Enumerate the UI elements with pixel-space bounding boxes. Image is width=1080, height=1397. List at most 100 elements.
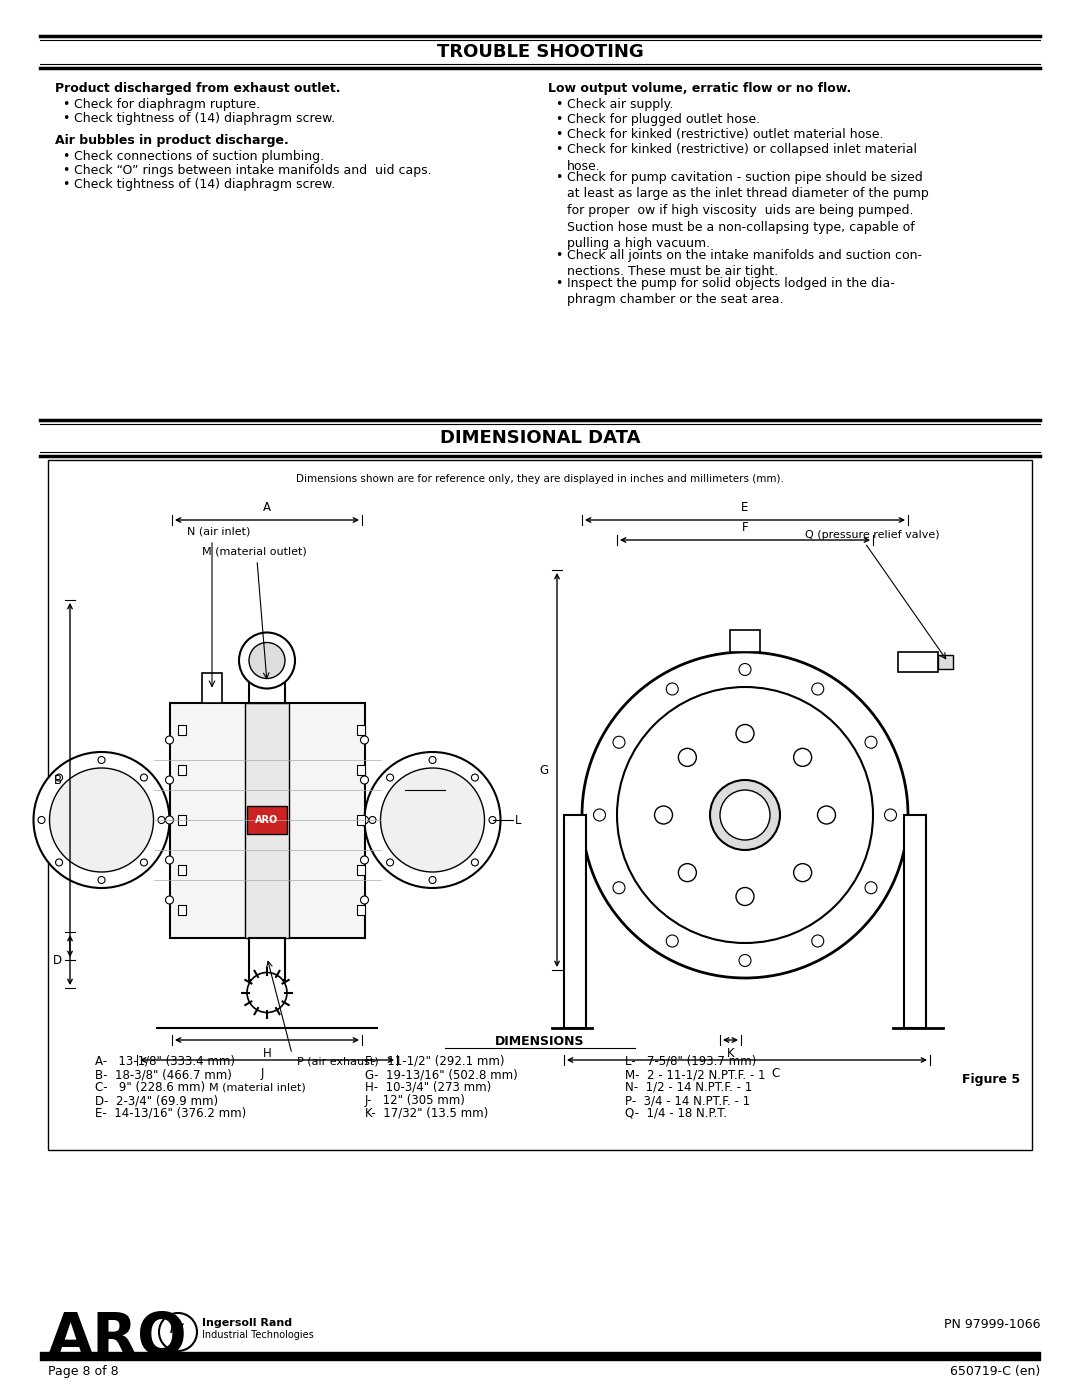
Circle shape [165,816,174,824]
Circle shape [739,664,751,676]
Text: •: • [62,163,69,177]
Circle shape [666,935,678,947]
Text: Inspect the pump for solid objects lodged in the dia-
phragm chamber or the seat: Inspect the pump for solid objects lodge… [567,277,894,306]
Text: Air bubbles in product discharge.: Air bubbles in product discharge. [55,134,288,147]
Text: Check tightness of (14) diaphragm screw.: Check tightness of (14) diaphragm screw. [75,177,335,191]
Text: TROUBLE SHOOTING: TROUBLE SHOOTING [436,43,644,61]
Text: A: A [264,502,271,514]
Text: D: D [53,954,62,967]
Text: A-   13-1/8" (333.4 mm): A- 13-1/8" (333.4 mm) [95,1055,235,1067]
Text: •: • [555,170,563,184]
Text: •: • [555,277,563,291]
Text: Q-  1/4 - 18 N.P.T.: Q- 1/4 - 18 N.P.T. [625,1106,727,1120]
Bar [897,652,939,672]
Circle shape [678,749,697,767]
Text: Dimensions shown are for reference only, they are displayed in inches and millim: Dimensions shown are for reference only,… [296,474,784,483]
Text: G-  19-13/16" (502.8 mm): G- 19-13/16" (502.8 mm) [365,1067,517,1081]
Bar [245,703,289,937]
Text: DIMENSIONS: DIMENSIONS [496,1035,584,1048]
Text: B-  18-3/8" (466.7 mm): B- 18-3/8" (466.7 mm) [95,1067,232,1081]
Circle shape [613,882,625,894]
Bar [356,905,365,915]
Circle shape [159,1313,197,1351]
Circle shape [98,757,105,764]
Circle shape [55,774,63,781]
Text: Industrial Technologies: Industrial Technologies [202,1330,314,1340]
Circle shape [472,774,478,781]
Circle shape [369,816,376,823]
Text: •: • [62,112,69,124]
Bar [356,725,365,735]
Text: G: G [540,764,549,777]
Circle shape [55,859,63,866]
Circle shape [865,882,877,894]
Text: N-  1/2 - 14 N.PT.F. - 1: N- 1/2 - 14 N.PT.F. - 1 [625,1081,753,1094]
Circle shape [165,895,174,904]
Text: P (air exhaust): P (air exhaust) [297,1058,379,1067]
Circle shape [885,809,896,821]
Bar [904,814,926,1028]
Bar [177,725,186,735]
Circle shape [165,856,174,863]
Circle shape [140,859,148,866]
Circle shape [33,752,170,888]
Circle shape [735,887,754,905]
Circle shape [865,736,877,749]
Text: •: • [62,98,69,110]
Circle shape [239,633,295,689]
Text: •: • [555,98,563,110]
Text: C: C [771,1067,779,1080]
Bar [356,865,365,875]
Text: Product discharged from exhaust outlet.: Product discharged from exhaust outlet. [55,82,340,95]
Circle shape [812,935,824,947]
Bar [177,905,186,915]
Text: H: H [262,1046,271,1060]
Text: Check for kinked (restrictive) or collapsed inlet material
hose.: Check for kinked (restrictive) or collap… [567,142,917,172]
Circle shape [582,652,908,978]
Text: L-   7-5/8" (193.7 mm): L- 7-5/8" (193.7 mm) [625,1055,756,1067]
Text: •: • [62,149,69,163]
Bar [730,630,760,652]
Text: Check connections of suction plumbing.: Check connections of suction plumbing. [75,149,324,163]
Text: DIMENSIONAL DATA: DIMENSIONAL DATA [440,429,640,447]
Text: E-  14-13/16" (376.2 mm): E- 14-13/16" (376.2 mm) [95,1106,246,1120]
Bar [48,460,1032,1150]
Circle shape [247,972,287,1013]
Circle shape [613,736,625,749]
Text: K: K [727,1046,734,1060]
Text: Check all joints on the intake manifolds and suction con-
nections. These must b: Check all joints on the intake manifolds… [567,249,922,278]
Circle shape [140,774,148,781]
Circle shape [361,895,368,904]
Text: K-  17/32" (13.5 mm): K- 17/32" (13.5 mm) [365,1106,488,1120]
Text: Page 8 of 8: Page 8 of 8 [48,1365,119,1377]
Bar [939,655,953,669]
Circle shape [361,736,368,745]
Circle shape [654,806,673,824]
Bar [249,937,285,979]
Text: Check tightness of (14) diaphragm screw.: Check tightness of (14) diaphragm screw. [75,112,335,124]
Text: P-  3/4 - 14 N.PT.F. - 1: P- 3/4 - 14 N.PT.F. - 1 [625,1094,751,1106]
Circle shape [617,687,873,943]
Circle shape [429,757,436,764]
Circle shape [472,859,478,866]
Text: E: E [741,502,748,514]
Circle shape [594,809,606,821]
Circle shape [387,774,393,781]
Text: H-  10-3/4" (273 mm): H- 10-3/4" (273 mm) [365,1081,491,1094]
Circle shape [50,768,153,872]
Text: ARO: ARO [255,814,279,826]
Text: 650719-C (en): 650719-C (en) [949,1365,1040,1377]
Text: •: • [555,113,563,126]
Text: ARO: ARO [48,1310,188,1368]
Text: N (air inlet): N (air inlet) [187,527,251,536]
Text: M (material inlet): M (material inlet) [208,1083,306,1092]
Text: F-   11-1/2" (292.1 mm): F- 11-1/2" (292.1 mm) [365,1055,504,1067]
Text: •: • [555,129,563,141]
Text: Check for diaphragm rupture.: Check for diaphragm rupture. [75,98,260,110]
Circle shape [387,859,393,866]
Text: •: • [555,249,563,263]
Text: Check “O” rings between intake manifolds and  uid caps.: Check “O” rings between intake manifolds… [75,163,432,177]
Circle shape [98,876,105,883]
Text: Ingersoll Rand: Ingersoll Rand [202,1317,292,1329]
Circle shape [380,768,485,872]
